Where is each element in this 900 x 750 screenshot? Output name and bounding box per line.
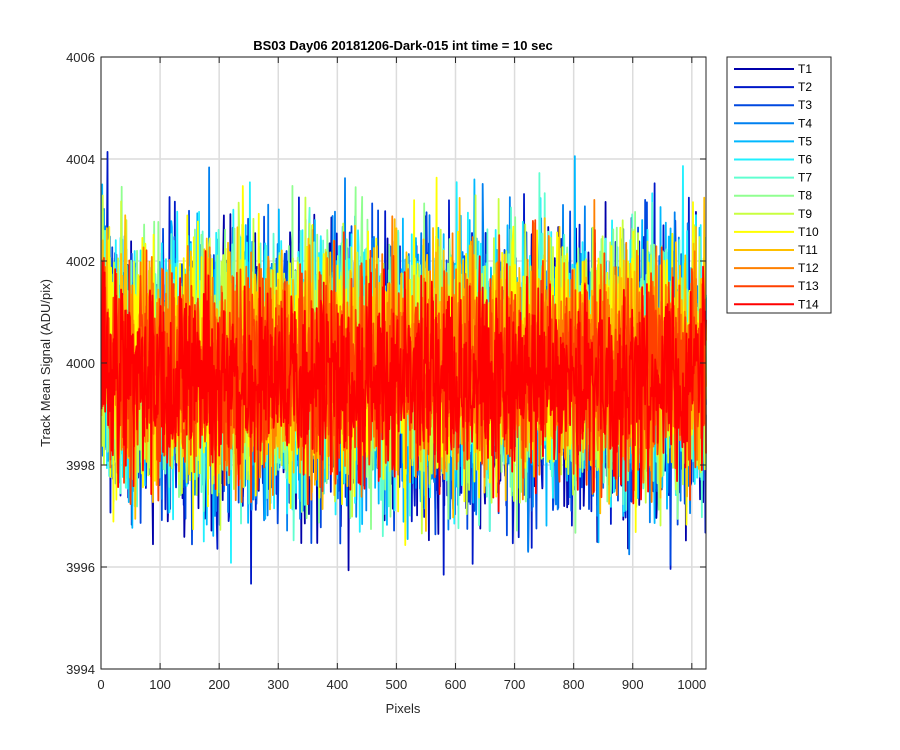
y-tick-label: 4004 — [66, 152, 95, 167]
x-tick-label: 900 — [622, 677, 644, 692]
x-tick-label: 300 — [267, 677, 289, 692]
x-tick-label: 800 — [563, 677, 585, 692]
legend-label-t12: T12 — [798, 261, 819, 275]
x-tick-label: 1000 — [677, 677, 706, 692]
legend-label-t11: T11 — [798, 243, 818, 257]
y-tick-label: 3998 — [66, 458, 95, 473]
x-tick-label: 100 — [149, 677, 171, 692]
legend-label-t13: T13 — [798, 279, 819, 293]
legend-label-t8: T8 — [798, 189, 812, 203]
x-tick-label: 400 — [326, 677, 348, 692]
series-lines — [100, 151, 707, 585]
chart-title: BS03 Day06 20181206-Dark-015 int time = … — [253, 38, 553, 53]
x-tick-label: 600 — [445, 677, 467, 692]
x-tick-label: 700 — [504, 677, 526, 692]
x-axis-label: Pixels — [386, 701, 421, 716]
legend-label-t10: T10 — [798, 225, 819, 239]
legend-label-t5: T5 — [798, 134, 812, 148]
y-tick-label: 3996 — [66, 560, 95, 575]
x-tick-label: 200 — [208, 677, 230, 692]
x-tick-label: 0 — [97, 677, 104, 692]
legend-label-t1: T1 — [798, 62, 812, 76]
x-tick-label: 500 — [386, 677, 408, 692]
y-tick-label: 3994 — [66, 662, 95, 677]
y-tick-label: 4000 — [66, 356, 95, 371]
ticks: 0 100 200 300 400 500 600 700 800 900 1000 3994 3996… — [66, 50, 706, 692]
legend-label-t7: T7 — [798, 171, 812, 185]
y-tick-label: 4006 — [66, 50, 95, 65]
y-axis-label: Track Mean Signal (ADU/pix) — [38, 279, 53, 447]
legend-box — [726, 56, 832, 314]
legend-label-t3: T3 — [798, 98, 812, 112]
legend-label-t4: T4 — [798, 116, 812, 130]
legend-label-t2: T2 — [798, 80, 812, 94]
legend-label-t9: T9 — [798, 207, 812, 221]
y-tick-label: 4002 — [66, 254, 95, 269]
legend: T1 T2 T3 T4 T5 T6 T7 T8 T9 T10 T11 T12 T13 T14 — [726, 56, 832, 314]
legend-label-t14: T14 — [798, 297, 819, 311]
legend-label-t6: T6 — [798, 153, 812, 167]
series-line-t14 — [100, 250, 707, 513]
